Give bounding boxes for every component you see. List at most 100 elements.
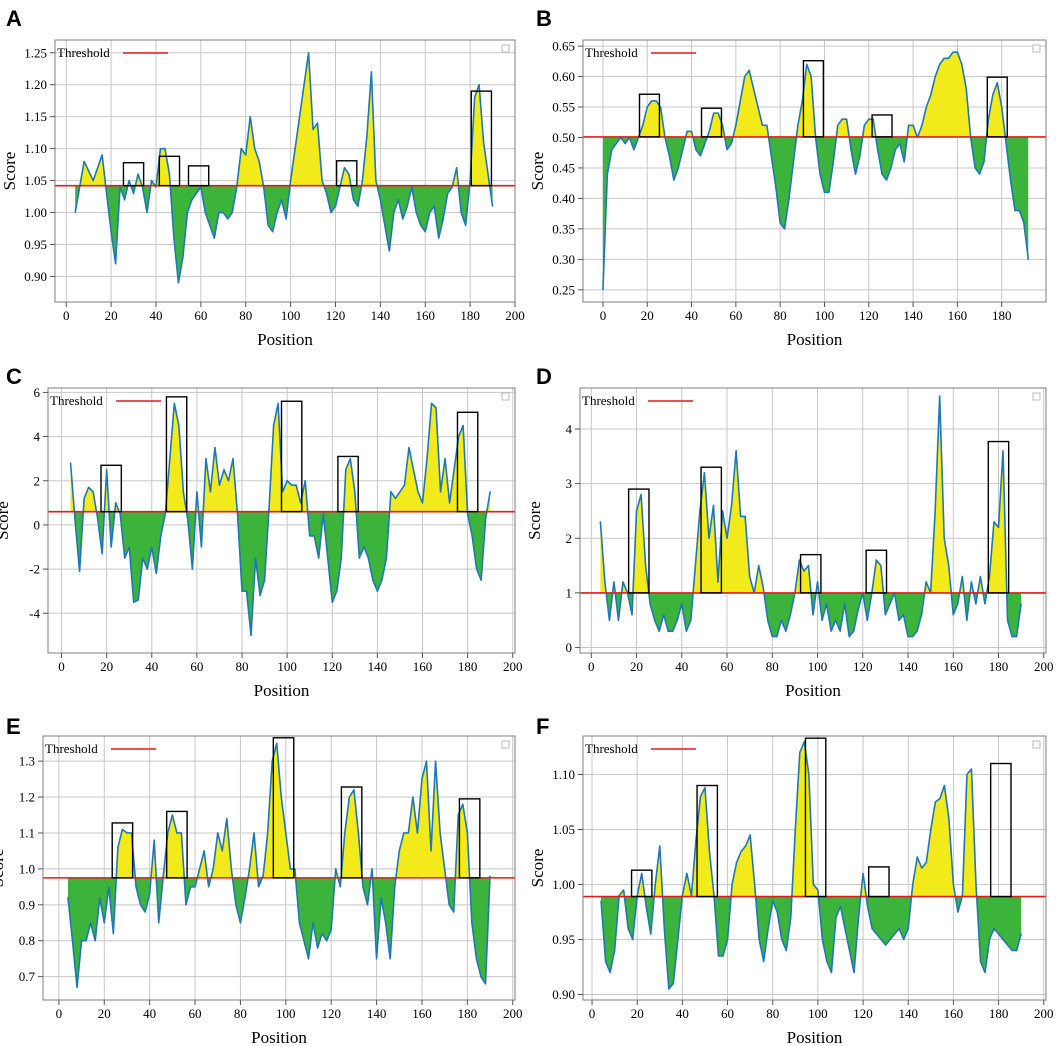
corner-toggle-icon[interactable] <box>1032 44 1041 53</box>
x-axis-title: Position <box>787 1028 843 1046</box>
data-point <box>307 958 310 960</box>
score-line <box>74 51 494 284</box>
data-point <box>854 173 857 175</box>
data-point <box>614 949 616 952</box>
data-point <box>139 904 142 906</box>
corner-toggle-icon[interactable] <box>501 44 510 53</box>
data-point <box>309 535 311 537</box>
x-tick-label: 100 <box>276 1006 296 1021</box>
y-tick-label: 0.40 <box>552 191 575 206</box>
x-tick-label: 60 <box>721 659 734 674</box>
data-point <box>169 458 171 460</box>
y-tick-label: 1.10 <box>552 767 575 782</box>
y-tick-label: 4 <box>566 421 573 436</box>
data-point <box>659 845 661 847</box>
panel-letter: D <box>536 364 552 389</box>
data-point <box>119 513 121 515</box>
data-point <box>331 601 333 603</box>
data-point <box>871 927 873 930</box>
corner-toggle-icon[interactable] <box>1032 740 1041 749</box>
corner-toggle-icon[interactable] <box>501 392 510 401</box>
data-point <box>191 568 193 570</box>
data-point <box>106 469 108 471</box>
data-point <box>92 179 94 182</box>
corner-toggle-icon[interactable] <box>501 740 510 749</box>
data-point <box>83 497 85 500</box>
data-point <box>312 922 314 924</box>
data-point <box>717 581 719 583</box>
data-point <box>780 619 782 621</box>
x-tick-label: 0 <box>600 308 607 323</box>
x-tick-label: 20 <box>98 1006 111 1021</box>
data-point <box>930 828 932 831</box>
data-point <box>421 778 423 780</box>
x-tick-label: 40 <box>685 308 698 323</box>
data-point <box>646 106 648 108</box>
data-point <box>406 205 408 207</box>
data-point <box>649 603 651 605</box>
data-point <box>1009 179 1012 181</box>
y-tick-label: 1.05 <box>552 822 575 837</box>
data-point <box>812 614 814 616</box>
data-point <box>263 579 266 581</box>
data-point <box>632 938 634 941</box>
y-tick-label: 1.00 <box>552 877 575 892</box>
data-point <box>194 886 196 888</box>
data-point <box>108 886 110 888</box>
data-point <box>633 149 635 151</box>
data-point <box>930 94 932 96</box>
data-point <box>390 491 392 493</box>
data-point <box>830 630 832 632</box>
data-point <box>934 510 936 512</box>
data-point <box>925 581 927 583</box>
data-point <box>776 636 778 638</box>
data-point <box>245 590 248 592</box>
data-point <box>442 218 444 220</box>
data-point <box>988 575 991 578</box>
x-tick-label: 20 <box>105 308 118 323</box>
chart-panel-d: D 0 20 40 60 80 100 120 140 160 180 200 0 1 2 3 4 Positio… <box>525 364 1053 700</box>
data-point <box>208 886 210 888</box>
data-point <box>232 458 234 460</box>
plot-frame <box>42 735 516 1001</box>
corner-toggle-icon[interactable] <box>1032 392 1041 401</box>
data-point <box>699 155 702 157</box>
data-point <box>676 619 678 621</box>
data-point <box>686 872 688 875</box>
above-threshold-area <box>602 52 1029 137</box>
y-tick-label: 0.55 <box>552 100 575 115</box>
data-point <box>244 897 246 899</box>
data-point <box>223 469 225 471</box>
data-point <box>745 845 747 847</box>
y-tick-label: 0.25 <box>552 282 575 297</box>
epitope-box <box>865 549 888 594</box>
data-point <box>863 124 865 126</box>
data-point <box>408 447 410 449</box>
data-point <box>881 173 883 175</box>
data-point <box>385 922 387 924</box>
y-tick-label: 1.10 <box>24 141 47 156</box>
panel-letter: C <box>6 364 22 389</box>
x-tick-label: 100 <box>281 308 301 323</box>
legend-label: Threshold <box>585 45 638 60</box>
data-point <box>415 211 417 214</box>
grid <box>48 388 515 653</box>
data-point <box>997 933 1000 935</box>
data-point <box>291 484 293 486</box>
y-tick-label: 0.35 <box>552 221 575 236</box>
data-point <box>227 480 230 482</box>
data-point <box>857 608 859 610</box>
data-point <box>952 614 954 616</box>
data-point <box>797 124 799 126</box>
plot-area <box>599 395 1022 638</box>
data-point <box>762 586 764 589</box>
x-axis-title: Position <box>785 681 841 700</box>
data-point <box>245 154 247 156</box>
data-point <box>627 927 629 930</box>
data-point <box>345 469 347 471</box>
data-point <box>92 491 94 493</box>
data-point <box>677 938 679 941</box>
data-point <box>868 118 870 120</box>
data-point <box>966 619 968 621</box>
data-point <box>276 211 278 214</box>
